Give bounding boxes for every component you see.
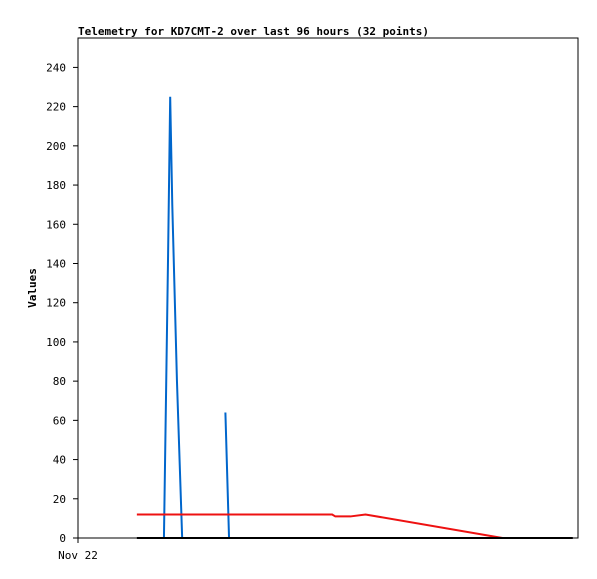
y-tick-label: 20 (53, 493, 66, 506)
y-tick-label: 40 (53, 454, 66, 467)
y-tick-label: 180 (46, 179, 66, 192)
y-tick-label: 200 (46, 140, 66, 153)
y-tick-label: 60 (53, 414, 66, 427)
series-line (136, 513, 503, 539)
y-tick-label: 120 (46, 297, 66, 310)
y-tick-label: 140 (46, 257, 66, 270)
y-tick-label: 160 (46, 218, 66, 231)
y-tick-label: 80 (53, 375, 66, 388)
x-tick-label: Nov 22 (58, 549, 98, 562)
y-tick-label: 0 (59, 532, 66, 545)
y-tick-label: 240 (46, 61, 66, 74)
y-tick-label: 220 (46, 101, 66, 114)
series-line (162, 96, 231, 539)
y-tick-label: 100 (46, 336, 66, 349)
y-axis-label: Values (26, 268, 39, 308)
plot-frame (77, 37, 579, 539)
chart-title: Telemetry for KD7CMT-2 over last 96 hour… (78, 25, 429, 38)
